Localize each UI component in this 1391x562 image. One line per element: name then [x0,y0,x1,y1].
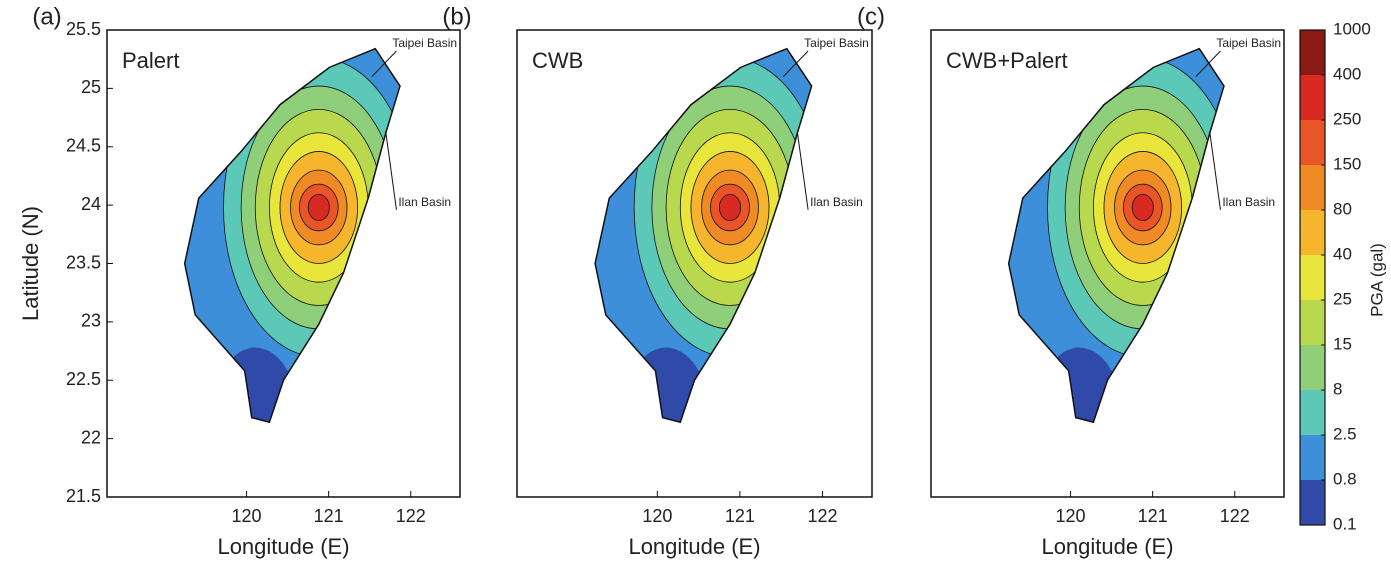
annotation-arrow [782,50,809,78]
panel-title: CWB+Palert [946,48,1068,73]
colorbar-tick-label: 8 [1333,379,1342,398]
panel-label: (c) [857,3,885,30]
colorbar-tick-label: 150 [1333,154,1361,173]
colorbar-band [1300,120,1325,165]
annotation-arrow [1209,132,1221,210]
colorbar-tick-label: 1000 [1333,19,1371,38]
y-tick-label: 25 [81,77,101,97]
y-tick-label: 22 [81,427,101,447]
colorbar-band [1300,390,1325,435]
colorbar-tick-label: 25 [1333,289,1352,308]
annotation-arrow [1195,50,1221,78]
x-axis-label: Longitude (E) [628,534,760,559]
y-axis-label: Latitude (N) [18,206,43,321]
annotation: Taipei Basin [1216,36,1281,50]
colorbar-band [1300,30,1325,75]
axes-box [516,29,873,498]
panel-label: (b) [442,3,471,30]
annotation-arrow [371,50,397,78]
contour-region [1131,193,1154,221]
annotation: Ilan Basin [810,195,863,209]
x-axis-label: Longitude (E) [1041,534,1173,559]
colorbar-band [1300,480,1325,525]
colorbar-tick-label: 400 [1333,64,1361,83]
region [623,347,709,423]
y-tick-label: 23.5 [66,252,101,272]
x-tick-label: 122 [1220,506,1250,526]
colorbar-band [1300,165,1325,210]
contour-region [718,193,742,221]
colorbar-tick-label: 40 [1333,244,1352,263]
x-tick-label: 120 [232,506,262,526]
island-fill [184,48,400,423]
x-tick-label: 121 [314,506,344,526]
colorbar-band [1300,75,1325,120]
x-axis-label: Longitude (E) [217,534,349,559]
colorbar-tick-label: 250 [1333,109,1361,128]
annotation: Taipei Basin [804,36,869,50]
colorbar-tick-label: 15 [1333,334,1352,353]
y-tick-label: 25.5 [66,19,101,39]
coastline [183,47,401,424]
colorbar-band [1300,345,1325,390]
y-tick-label: 24 [81,194,101,214]
y-tick-label: 23 [81,311,101,331]
annotation-arrow [385,132,397,210]
panel-label: (a) [32,3,61,30]
island-fill [595,48,812,423]
annotation: Ilan Basin [1222,195,1275,209]
colorbar-tick-label: 2.5 [1333,424,1357,443]
y-tick-label: 24.5 [66,136,101,156]
colorbar-label: PGA (gal) [1367,243,1386,317]
annotation: Ilan Basin [398,195,451,209]
x-tick-label: 120 [1056,506,1086,526]
colorbar-tick-label: 0.1 [1333,514,1357,533]
x-tick-label: 121 [725,506,755,526]
coastline [1007,47,1225,424]
annotation-arrow [796,132,809,210]
coastline [594,47,813,424]
x-tick-label: 120 [642,506,672,526]
colorbar-band [1300,435,1325,480]
colorbar-band [1300,210,1325,255]
region [1036,347,1122,423]
axes-box [930,29,1285,498]
colorbar-band [1300,300,1325,345]
x-tick-label: 122 [807,506,837,526]
panel-title: Palert [122,48,179,73]
x-tick-label: 121 [1138,506,1168,526]
colorbar-tick-label: 80 [1333,199,1352,218]
colorbar-box [1299,29,1326,526]
island-fill [1008,48,1224,423]
region [212,347,298,423]
y-tick-label: 21.5 [66,486,101,506]
colorbar-band [1300,255,1325,300]
annotation: Taipei Basin [392,36,457,50]
contour-region [307,193,330,221]
panel-title: CWB [532,48,583,73]
x-tick-label: 122 [396,506,426,526]
y-tick-label: 22.5 [66,369,101,389]
colorbar-tick-label: 0.8 [1333,469,1357,488]
